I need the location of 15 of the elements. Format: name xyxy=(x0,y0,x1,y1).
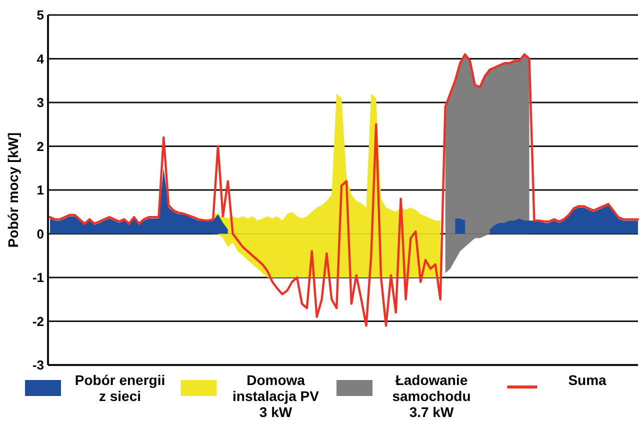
y-tick-label: -1 xyxy=(32,270,44,286)
y-axis-title: Pobór mocy [kW] xyxy=(5,132,21,248)
line-series xyxy=(48,53,640,327)
legend-label: Pobór energii z sieci xyxy=(74,372,166,404)
y-tick-label: 1 xyxy=(36,182,44,198)
legend-label: Ładowanie samochodu 3.7 kW xyxy=(392,372,471,420)
y-tick-label: -2 xyxy=(32,314,44,329)
legend-label: Suma xyxy=(568,372,607,388)
y-tick-label: 2 xyxy=(36,138,44,154)
y-tick-label: 4 xyxy=(36,51,45,66)
y-tick-label: 5 xyxy=(36,8,44,23)
y-tick-label: -3 xyxy=(32,358,44,373)
y-tick-label: 3 xyxy=(36,95,44,110)
legend-label: Domowa instalacja PV 3 kW xyxy=(232,372,320,420)
y-tick-label: 0 xyxy=(36,226,44,242)
